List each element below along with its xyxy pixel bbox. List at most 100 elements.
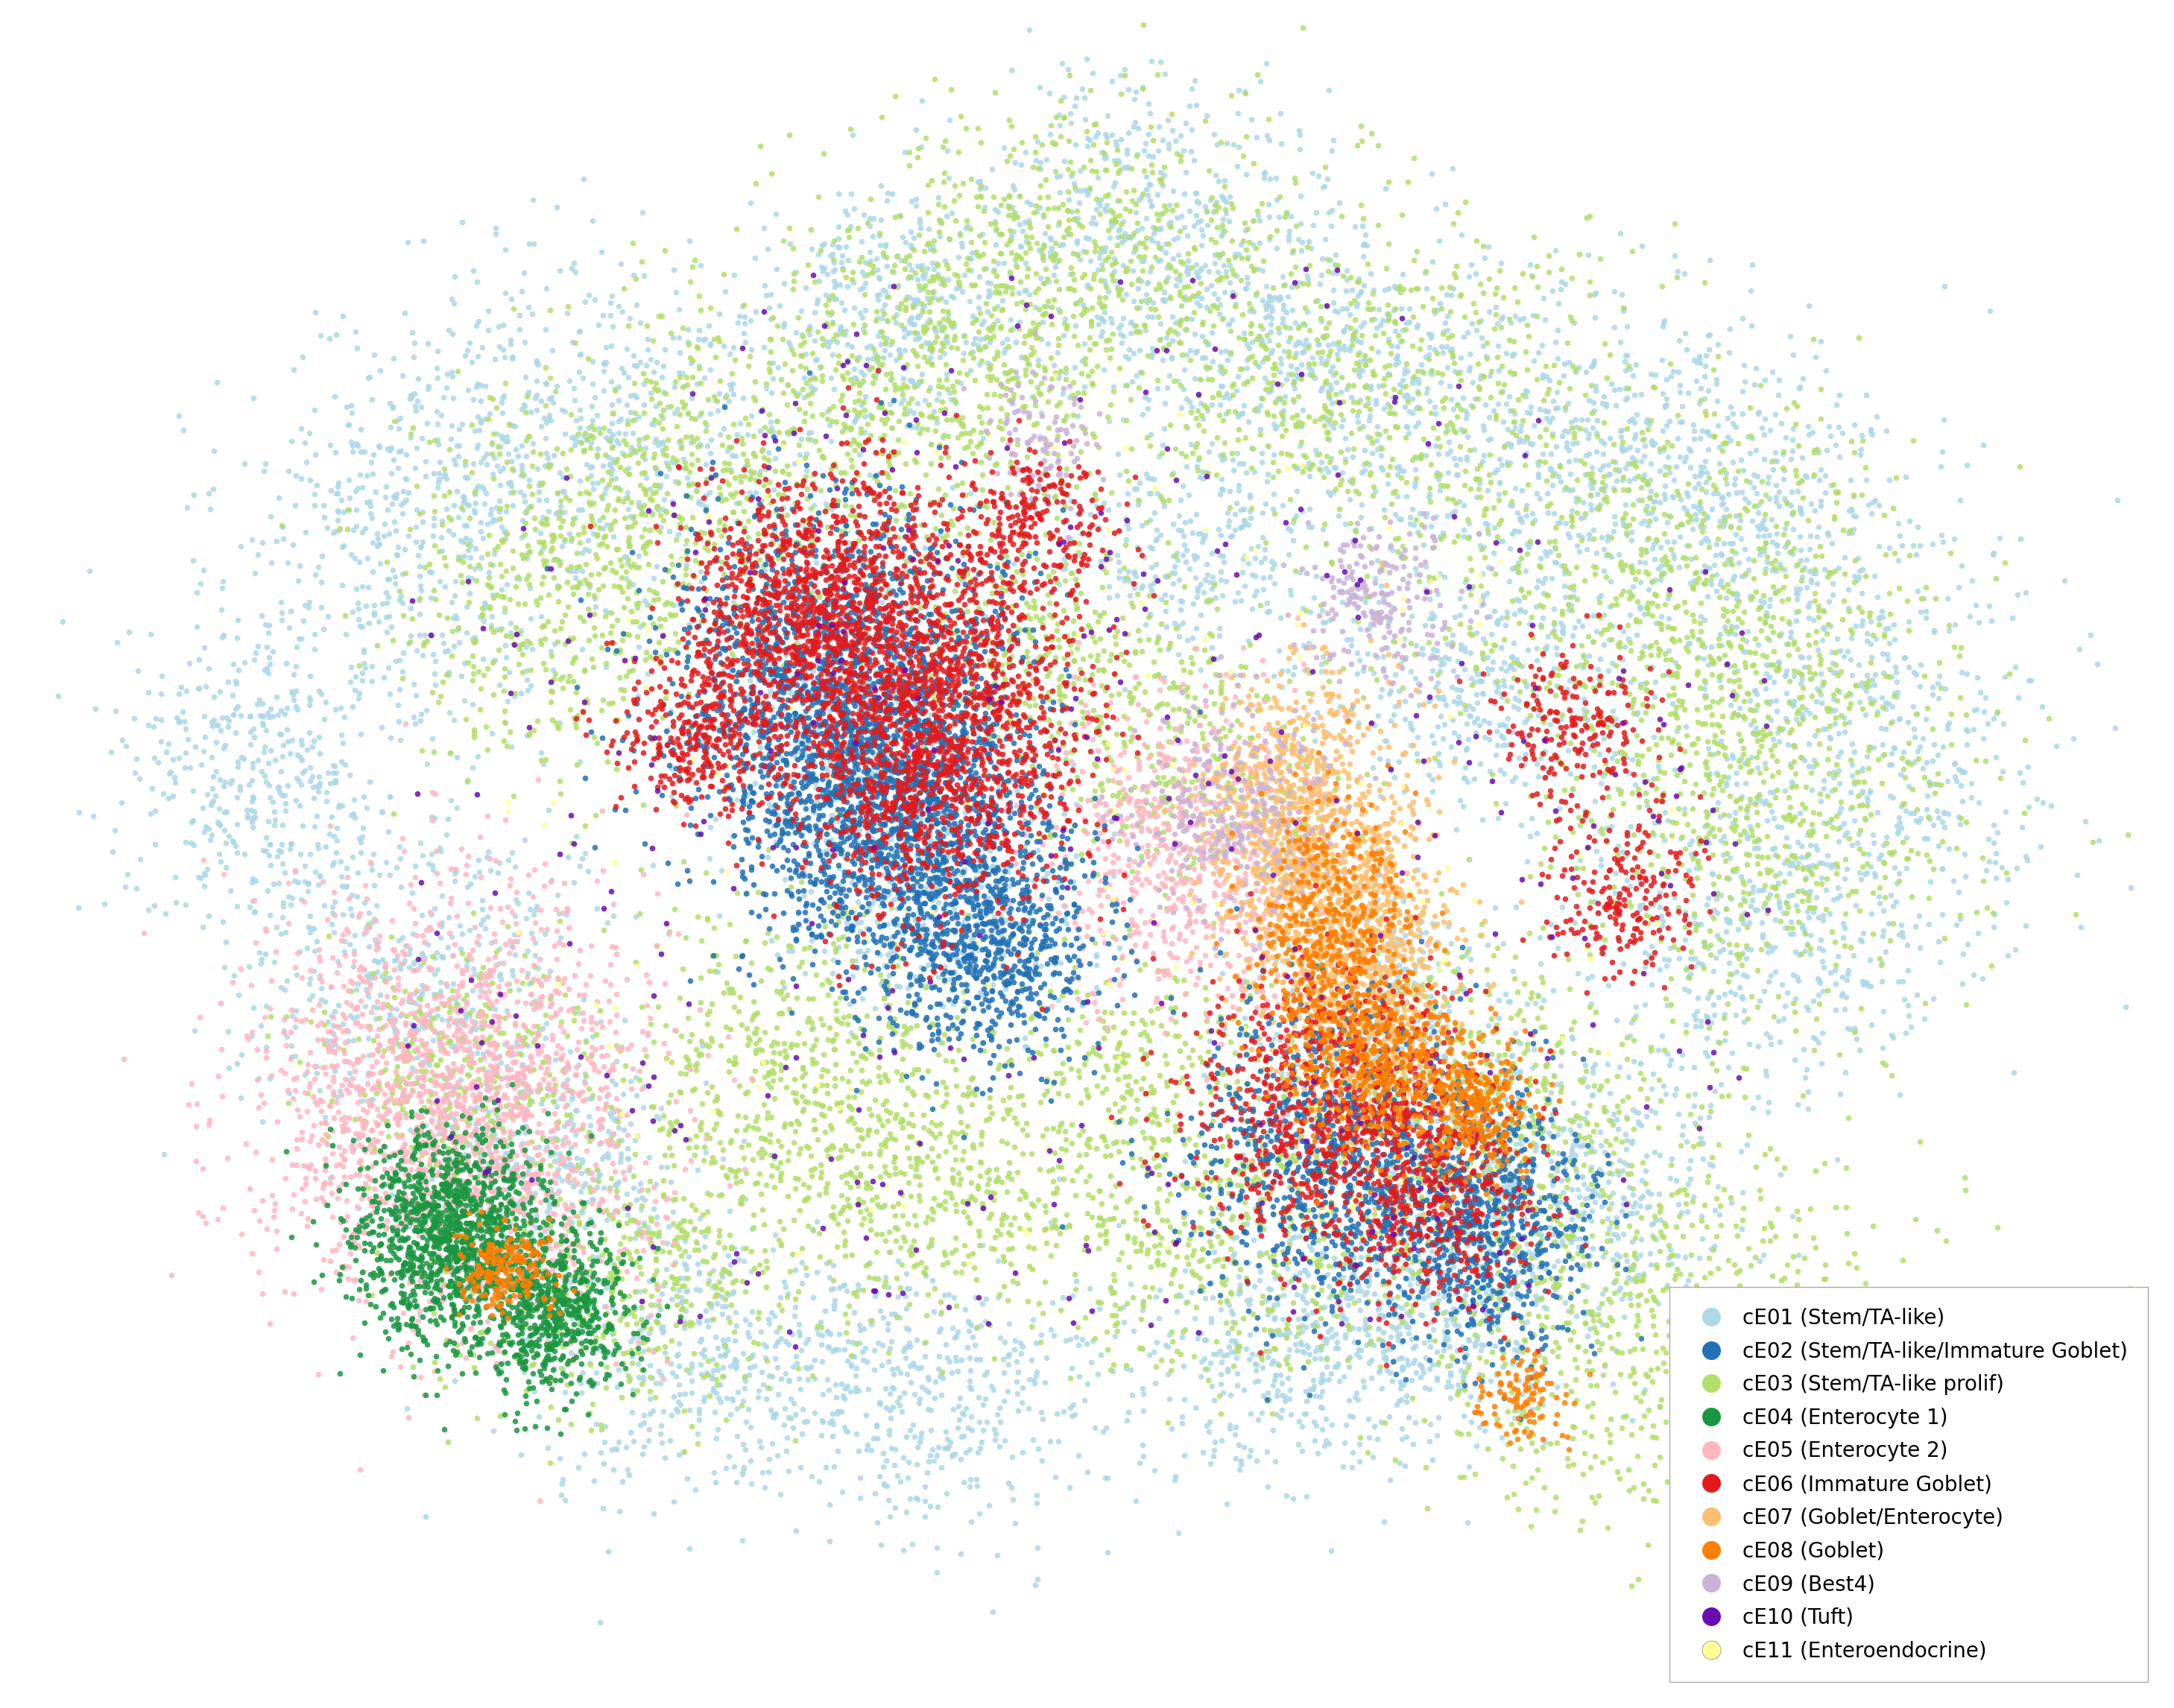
Point [1067, 1387, 1102, 1414]
Point [1057, 391, 1091, 418]
Point [1676, 1054, 1711, 1081]
Point [1250, 835, 1285, 863]
Point [1557, 1105, 1591, 1132]
Point [402, 1083, 437, 1110]
Point [787, 444, 822, 471]
Point [1283, 878, 1317, 905]
Point [839, 777, 874, 804]
Point [439, 1337, 474, 1365]
Point [1524, 1214, 1559, 1242]
Point [937, 888, 972, 915]
Point [1107, 154, 1141, 181]
Point [415, 1286, 450, 1313]
Point [1335, 1139, 1370, 1167]
Point [552, 663, 587, 690]
Point [1491, 987, 1526, 1015]
Point [1367, 548, 1402, 576]
Point [1783, 683, 1817, 711]
Point [998, 415, 1033, 442]
Point [1257, 750, 1291, 777]
Point [1624, 594, 1659, 622]
Point [1330, 436, 1365, 463]
Point [535, 1021, 570, 1049]
Point [1141, 374, 1176, 401]
Point [1422, 1259, 1457, 1286]
Point [1224, 1202, 1259, 1230]
Point [452, 1156, 487, 1184]
Point [578, 1035, 613, 1062]
Point [1398, 473, 1433, 500]
Point [472, 1199, 507, 1226]
Point [504, 1247, 539, 1274]
Point [1378, 1035, 1413, 1062]
Point [1326, 697, 1361, 724]
Point [437, 1216, 472, 1243]
Point [991, 646, 1026, 673]
Point [1152, 251, 1187, 278]
Point [1844, 611, 1878, 639]
Point [963, 502, 998, 529]
Point [533, 1293, 567, 1320]
Point [1272, 1023, 1307, 1050]
Point [757, 668, 791, 695]
Point [370, 589, 404, 617]
Point [1465, 1086, 1500, 1114]
Point [1465, 1107, 1500, 1134]
Point [1011, 494, 1046, 521]
Point [446, 1274, 480, 1301]
Point [2013, 666, 2048, 693]
Point [867, 632, 902, 659]
Point [1157, 318, 1191, 345]
Point [548, 1221, 583, 1249]
Point [1220, 765, 1254, 793]
Point [1376, 1153, 1411, 1180]
Point [1346, 946, 1380, 974]
Point [1246, 979, 1280, 1006]
Point [480, 1238, 515, 1266]
Point [898, 606, 933, 634]
Point [1511, 1363, 1546, 1390]
Point [1380, 1138, 1415, 1165]
Point [889, 827, 924, 854]
Point [848, 939, 883, 967]
Point [1376, 982, 1411, 1009]
Point [1365, 1090, 1400, 1117]
Point [502, 1290, 537, 1317]
Point [1044, 834, 1078, 861]
Point [446, 483, 480, 511]
Point [1237, 207, 1272, 234]
Point [446, 488, 480, 516]
Point [1061, 205, 1096, 232]
Point [1335, 565, 1370, 593]
Point [1276, 367, 1311, 395]
Point [809, 852, 844, 880]
Point [963, 173, 998, 200]
Point [493, 1252, 528, 1279]
Point [994, 1165, 1028, 1192]
Point [983, 683, 1017, 711]
Point [1781, 878, 1815, 905]
Point [502, 1313, 537, 1341]
Point [1320, 1045, 1354, 1073]
Point [400, 1245, 435, 1272]
Point [544, 1223, 578, 1250]
Point [535, 1247, 570, 1274]
Point [548, 1486, 583, 1513]
Point [415, 1131, 450, 1158]
Point [1857, 671, 1891, 699]
Point [830, 965, 865, 992]
Point [500, 1059, 535, 1086]
Point [1317, 1149, 1352, 1177]
Point [1535, 1071, 1570, 1098]
Point [857, 340, 891, 367]
Point [1463, 1226, 1498, 1254]
Point [1750, 688, 1785, 716]
Point [1633, 1356, 1667, 1383]
Point [796, 1115, 830, 1143]
Point [726, 625, 761, 652]
Point [783, 1310, 817, 1337]
Point [1250, 757, 1285, 784]
Point [917, 704, 952, 731]
Point [1815, 886, 1850, 914]
Point [270, 716, 304, 743]
